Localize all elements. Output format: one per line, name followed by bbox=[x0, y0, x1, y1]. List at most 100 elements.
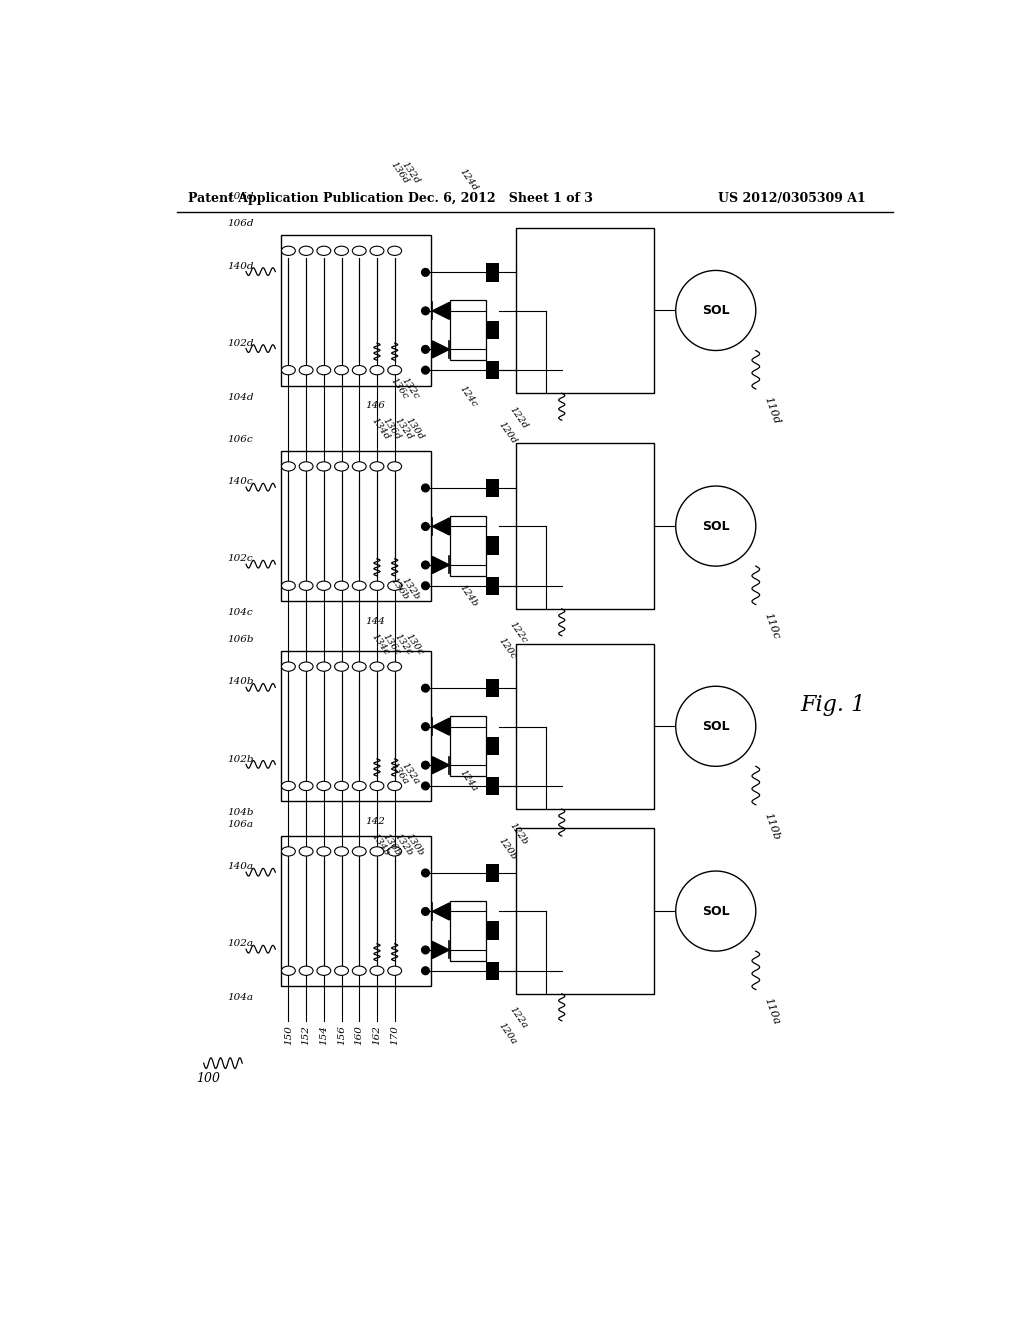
Circle shape bbox=[422, 268, 429, 276]
Bar bbox=[451, 715, 485, 776]
Ellipse shape bbox=[316, 462, 331, 471]
Ellipse shape bbox=[316, 781, 331, 791]
Text: Fig. 1: Fig. 1 bbox=[801, 694, 865, 715]
Circle shape bbox=[422, 367, 429, 374]
Text: 134c: 134c bbox=[370, 632, 390, 657]
Circle shape bbox=[422, 484, 429, 492]
Text: Dec. 6, 2012   Sheet 1 of 3: Dec. 6, 2012 Sheet 1 of 3 bbox=[408, 191, 593, 205]
Ellipse shape bbox=[388, 462, 401, 471]
Text: 130d: 130d bbox=[403, 416, 426, 442]
Text: 140a: 140a bbox=[226, 862, 253, 871]
Text: 100: 100 bbox=[196, 1072, 220, 1085]
Bar bbox=[515, 444, 654, 609]
Text: 142: 142 bbox=[366, 817, 385, 826]
Text: 136c: 136c bbox=[381, 632, 402, 657]
Bar bbox=[451, 516, 485, 576]
Text: 132a: 132a bbox=[400, 760, 422, 785]
Bar bbox=[281, 651, 431, 801]
Text: 124a: 124a bbox=[458, 768, 479, 793]
Ellipse shape bbox=[352, 663, 367, 671]
Text: 104d: 104d bbox=[226, 392, 253, 401]
Text: 106d: 106d bbox=[226, 193, 253, 202]
Text: 122b: 122b bbox=[508, 821, 529, 846]
Circle shape bbox=[422, 781, 429, 789]
Text: SOL: SOL bbox=[701, 904, 729, 917]
Polygon shape bbox=[432, 517, 450, 535]
Ellipse shape bbox=[282, 966, 295, 975]
Text: 146: 146 bbox=[366, 401, 385, 411]
Ellipse shape bbox=[316, 247, 331, 256]
Text: 106d: 106d bbox=[226, 219, 253, 228]
Circle shape bbox=[422, 684, 429, 692]
Text: 136a: 136a bbox=[388, 760, 410, 785]
Ellipse shape bbox=[282, 581, 295, 590]
Ellipse shape bbox=[299, 847, 313, 855]
Ellipse shape bbox=[370, 366, 384, 375]
Polygon shape bbox=[432, 756, 450, 774]
Ellipse shape bbox=[335, 462, 348, 471]
Polygon shape bbox=[432, 302, 450, 319]
Circle shape bbox=[676, 486, 756, 566]
Ellipse shape bbox=[352, 966, 367, 975]
Ellipse shape bbox=[316, 663, 331, 671]
Text: 120c: 120c bbox=[497, 636, 517, 661]
Ellipse shape bbox=[316, 366, 331, 375]
Ellipse shape bbox=[370, 847, 384, 855]
Ellipse shape bbox=[282, 663, 295, 671]
Text: 132c: 132c bbox=[392, 632, 414, 657]
Text: 122a: 122a bbox=[508, 1006, 529, 1031]
Text: 136c: 136c bbox=[388, 376, 410, 401]
Ellipse shape bbox=[352, 781, 367, 791]
Bar bbox=[451, 300, 485, 360]
Text: 120d: 120d bbox=[497, 420, 518, 446]
Circle shape bbox=[422, 346, 429, 354]
Circle shape bbox=[676, 871, 756, 952]
Text: 122c: 122c bbox=[508, 620, 529, 645]
Text: 122d: 122d bbox=[508, 405, 529, 430]
Ellipse shape bbox=[335, 781, 348, 791]
Ellipse shape bbox=[370, 462, 384, 471]
Bar bbox=[515, 644, 654, 809]
Text: 124b: 124b bbox=[458, 583, 479, 609]
Ellipse shape bbox=[299, 462, 313, 471]
Ellipse shape bbox=[352, 366, 367, 375]
Text: 136b: 136b bbox=[381, 832, 402, 858]
Text: 110d: 110d bbox=[762, 395, 781, 425]
Ellipse shape bbox=[370, 663, 384, 671]
Ellipse shape bbox=[370, 781, 384, 791]
Text: 102c: 102c bbox=[226, 554, 253, 564]
Ellipse shape bbox=[282, 781, 295, 791]
Text: 136d: 136d bbox=[381, 416, 402, 442]
Text: 162: 162 bbox=[373, 1024, 382, 1044]
Ellipse shape bbox=[299, 663, 313, 671]
Text: 130b: 130b bbox=[403, 832, 426, 858]
Text: Patent Application Publication: Patent Application Publication bbox=[188, 191, 403, 205]
Circle shape bbox=[422, 762, 429, 770]
Ellipse shape bbox=[335, 847, 348, 855]
Text: 102b: 102b bbox=[226, 755, 253, 763]
Bar bbox=[281, 836, 431, 986]
Polygon shape bbox=[432, 341, 450, 358]
Text: 104b: 104b bbox=[226, 808, 253, 817]
Bar bbox=[485, 479, 500, 498]
Text: 140d: 140d bbox=[226, 261, 253, 271]
Text: 130c: 130c bbox=[403, 632, 425, 657]
Text: 132d: 132d bbox=[400, 160, 422, 185]
Text: 132d: 132d bbox=[392, 416, 414, 442]
Text: 156: 156 bbox=[337, 1024, 346, 1044]
Ellipse shape bbox=[282, 247, 295, 256]
Polygon shape bbox=[432, 903, 450, 920]
Circle shape bbox=[676, 271, 756, 351]
Circle shape bbox=[422, 946, 429, 954]
Ellipse shape bbox=[370, 247, 384, 256]
Ellipse shape bbox=[370, 966, 384, 975]
Polygon shape bbox=[432, 941, 450, 958]
Text: 132b: 132b bbox=[392, 832, 414, 858]
Ellipse shape bbox=[299, 781, 313, 791]
Circle shape bbox=[422, 561, 429, 569]
Ellipse shape bbox=[299, 966, 313, 975]
Ellipse shape bbox=[352, 247, 367, 256]
Ellipse shape bbox=[335, 247, 348, 256]
Ellipse shape bbox=[335, 663, 348, 671]
Text: SOL: SOL bbox=[701, 719, 729, 733]
